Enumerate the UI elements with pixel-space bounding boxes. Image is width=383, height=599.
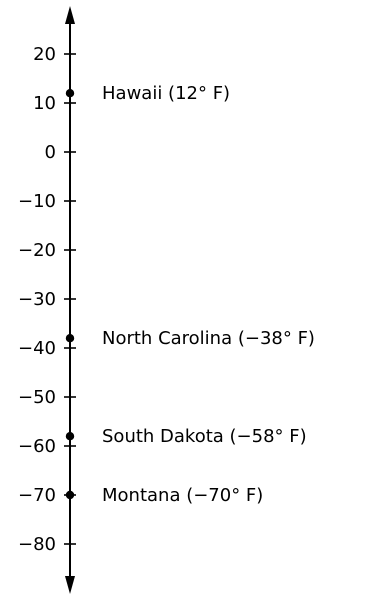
tick-label: −70 [18, 485, 56, 506]
arrow-down-icon [65, 576, 75, 594]
tick-label: −10 [18, 191, 56, 212]
tick-label: −80 [18, 534, 56, 555]
tick-label: −30 [18, 289, 56, 310]
data-point [65, 490, 75, 500]
tick-label: −50 [18, 387, 56, 408]
tick-label: −60 [18, 436, 56, 457]
number-line-axis [65, 6, 75, 594]
tick-marks: 20 10 0 −10 −20 −30 −40 −50 −60 −70 −80 [18, 44, 76, 555]
data-point-label: South Dakota (−58° F) [102, 426, 307, 447]
data-point [65, 432, 75, 441]
tick-label: 20 [33, 44, 56, 65]
tick-label: 10 [33, 93, 56, 114]
tick-label: −40 [18, 338, 56, 359]
data-point-label: Montana (−70° F) [102, 485, 263, 506]
data-point [65, 89, 75, 98]
data-point [65, 334, 75, 343]
data-points: Hawaii (12° F) North Carolina (−38° F) Sou… [65, 83, 315, 506]
data-point-label: Hawaii (12° F) [102, 83, 230, 104]
tick-label: −20 [18, 240, 56, 261]
data-point-label: North Carolina (−38° F) [102, 328, 315, 349]
arrow-up-icon [65, 6, 75, 24]
tick-label: 0 [45, 142, 56, 163]
